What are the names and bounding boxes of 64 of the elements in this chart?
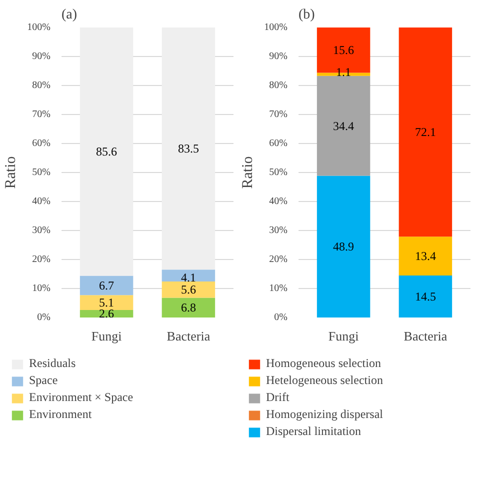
data-label: 85.6: [96, 144, 118, 159]
bar: [80, 28, 134, 276]
legend-label: Dispersal limitation: [266, 424, 361, 439]
legend-label: Homogeneous selection: [266, 356, 381, 371]
bar: [162, 298, 216, 318]
data-label: 13.4: [414, 249, 436, 264]
y-tick-label: 50%: [269, 167, 288, 178]
data-label: 34.4: [333, 118, 354, 133]
data-label: 48.9: [333, 240, 354, 254]
bar: [398, 236, 452, 276]
y-tick-label: 0%: [37, 312, 51, 323]
data-label: 1.1: [336, 64, 352, 79]
x-tick-label: Bacteria: [404, 328, 448, 344]
chart-title: (a): [62, 8, 78, 22]
bar: [162, 282, 216, 298]
y-tick-label: 50%: [32, 167, 51, 178]
data-label: 83.5: [178, 142, 199, 156]
data-label: 15.6: [333, 43, 354, 58]
y-tick-label: 30%: [269, 225, 288, 236]
legend-label: Environment: [29, 407, 92, 422]
y-tick-label: 60%: [269, 138, 288, 149]
y-tick-label: 60%: [32, 138, 51, 149]
y-tick-label: 30%: [32, 225, 51, 236]
legend-label: Residuals: [29, 356, 76, 371]
bar: [398, 28, 452, 237]
x-tick-label: Fungi: [328, 328, 360, 344]
y-tick-label: 40%: [269, 196, 288, 207]
data-label: 72.1: [414, 125, 436, 140]
legend-label: Homogenizing dispersal: [266, 407, 383, 422]
data-label: 5.6: [180, 282, 196, 297]
data-label: 14.5: [414, 289, 436, 304]
y-axis-title: Ratio: [3, 156, 20, 189]
y-tick-label: 100%: [264, 22, 288, 33]
y-tick-label: 90%: [32, 51, 51, 62]
bar: [80, 276, 134, 296]
y-tick-label: 70%: [32, 109, 51, 120]
bar: [316, 176, 370, 318]
y-tick-label: 20%: [32, 254, 51, 265]
legend-label: Environment × Space: [29, 390, 134, 405]
bar: [80, 295, 134, 310]
legend-label: Hetelogeneous selection: [266, 373, 383, 388]
y-tick-label: 80%: [32, 80, 51, 91]
bar: [162, 28, 216, 270]
x-tick-label: Fungi: [91, 328, 122, 344]
bar: [316, 76, 370, 176]
chart-title: (b): [298, 8, 316, 22]
y-tick-label: 20%: [269, 254, 288, 265]
y-tick-label: 0%: [274, 312, 288, 323]
y-tick-label: 100%: [27, 22, 51, 33]
y-tick-label: 80%: [269, 80, 288, 91]
y-axis-title: Ratio: [240, 156, 256, 189]
legend-label: Space: [29, 373, 58, 388]
legend-label: Drift: [266, 390, 290, 405]
data-label: 6.7: [99, 278, 114, 292]
bar: [398, 275, 452, 318]
y-tick-label: 40%: [32, 196, 51, 207]
data-label: 4.1: [180, 270, 196, 285]
y-tick-label: 10%: [269, 283, 288, 294]
y-tick-label: 70%: [269, 109, 288, 120]
data-label: 6.8: [180, 300, 196, 315]
y-tick-label: 10%: [32, 283, 51, 294]
y-tick-label: 90%: [269, 51, 288, 62]
bar: [162, 270, 216, 282]
x-tick-label: Bacteria: [166, 328, 210, 344]
